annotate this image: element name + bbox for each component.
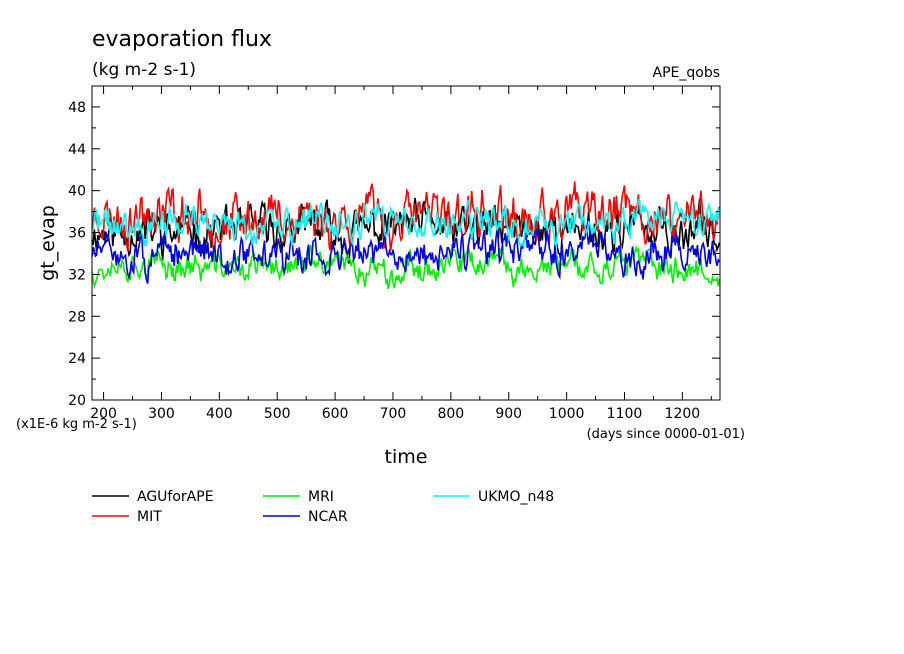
x-tick-label: 800 <box>437 406 464 422</box>
series-line-mri <box>91 244 721 290</box>
y-tick-label: 24 <box>68 351 86 367</box>
x-tick-label: 600 <box>322 406 349 422</box>
x-tick-label: 400 <box>206 406 233 422</box>
y-tick-label: 20 <box>68 393 86 409</box>
legend-label-aguforape: AGUforAPE <box>137 489 214 505</box>
y-tick-label: 28 <box>68 309 86 325</box>
x-axis-label: time <box>385 446 428 468</box>
x-axis: 200 300 400 500 600 700 800 900 1000 1100 1200 <box>90 86 712 422</box>
y-scale-note: (x1E-6 kg m-2 s-1) <box>16 417 137 432</box>
dataset-label: APE_qobs <box>653 65 721 81</box>
y-axis: 20 24 28 32 36 40 44 48 <box>68 85 720 409</box>
legend-label-ncar: NCAR <box>308 509 348 525</box>
y-axis-label: gt_evap <box>37 205 59 281</box>
chart-subtitle: (kg m-2 s-1) <box>92 60 196 80</box>
x-tick-label: 200 <box>90 406 117 422</box>
y-tick-label: 40 <box>68 184 86 200</box>
legend-label-mri: MRI <box>308 489 334 505</box>
y-tick-label: 32 <box>68 267 86 283</box>
legend-label-ukmo-n48: UKMO_n48 <box>478 489 554 505</box>
x-tick-label: 1000 <box>549 406 585 422</box>
y-tick-label: 48 <box>68 100 86 116</box>
chart-title: evaporation flux <box>92 27 272 52</box>
x-tick-label: 500 <box>264 406 291 422</box>
series-layer <box>91 181 721 290</box>
x-tick-label: 300 <box>148 406 175 422</box>
series-line-ncar <box>91 225 721 284</box>
series-line-ukmo-n48 <box>91 198 721 250</box>
x-tick-label: 1200 <box>665 406 701 422</box>
y-tick-label: 36 <box>68 226 86 242</box>
plot-frame <box>91 85 721 401</box>
x-tick-label: 900 <box>495 406 522 422</box>
legend: AGUforAPE MIT MRI NCAR UKMO_n48 <box>92 489 554 525</box>
legend-label-mit: MIT <box>137 509 162 525</box>
x-tick-label: 700 <box>380 406 407 422</box>
x-tick-label: 1100 <box>607 406 643 422</box>
y-tick-label: 44 <box>68 142 86 158</box>
x-unit-note: (days since 0000-01-01) <box>587 427 745 442</box>
